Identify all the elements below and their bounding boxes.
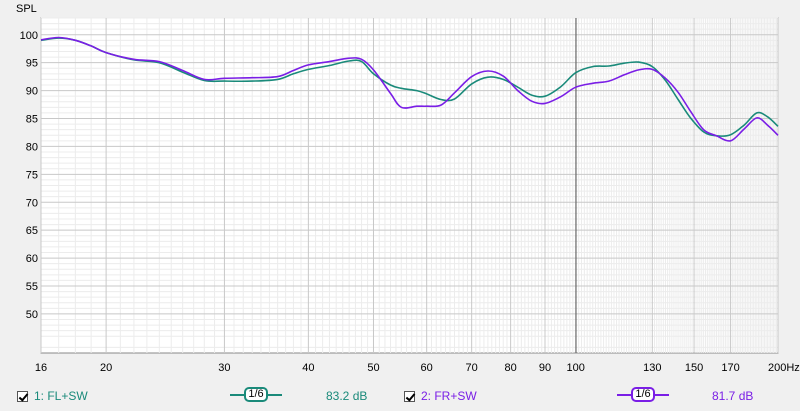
series-line-1 bbox=[40, 37, 779, 137]
y-tick-label: 85 bbox=[26, 114, 38, 126]
y-tick-label: 60 bbox=[26, 253, 38, 265]
series2-level: 81.7 dB bbox=[712, 389, 754, 403]
series1-checkbox[interactable] bbox=[17, 390, 28, 402]
x-tick-label: 40 bbox=[302, 362, 314, 374]
x-tick-label: 16 bbox=[35, 362, 47, 374]
x-tick-label: 50 bbox=[367, 362, 379, 374]
y-tick-label: 90 bbox=[26, 86, 38, 98]
x-tick-label: 170 bbox=[721, 362, 739, 374]
series1-level: 83.2 dB bbox=[326, 389, 368, 403]
y-tick-labels: 50 55 60 65 70 75 80 85 90 95 100 bbox=[20, 30, 38, 321]
x-tick-label: 80 bbox=[505, 362, 517, 374]
x-tick-label: 200Hz bbox=[768, 362, 800, 374]
x-tick-label: 70 bbox=[466, 362, 478, 374]
series1-smoothing-value[interactable]: 1/6 bbox=[244, 387, 268, 402]
grid-lines bbox=[40, 17, 779, 353]
y-tick-label: 70 bbox=[26, 197, 38, 209]
x-tick-label: 90 bbox=[539, 362, 551, 374]
series1-smoothing-control[interactable]: 1/6 bbox=[230, 387, 282, 402]
series-line-2 bbox=[40, 36, 779, 142]
x-tick-label: 150 bbox=[685, 362, 703, 374]
series2-label: 2: FR+SW bbox=[421, 389, 477, 403]
x-tick-label: 60 bbox=[421, 362, 433, 374]
y-axis-title: SPL bbox=[16, 3, 37, 15]
frequency-response-chart: SPL 50 55 60 65 70 75 80 85 90 95 100 16 20 30 40 50 60… bbox=[16, 3, 800, 374]
series-lines bbox=[40, 36, 779, 142]
y-tick-label: 65 bbox=[26, 225, 38, 237]
y-tick-label: 95 bbox=[26, 58, 38, 70]
y-tick-label: 50 bbox=[26, 309, 38, 321]
legend-bar: 1: FL+SW 1/6 83.2 dB 2: FR+SW 1/6 81.7 d… bbox=[0, 385, 800, 409]
x-tick-label: 130 bbox=[643, 362, 661, 374]
legend-item-series2[interactable]: 2: FR+SW bbox=[404, 389, 477, 403]
series2-smoothing-value[interactable]: 1/6 bbox=[631, 387, 655, 402]
series2-smoothing-control[interactable]: 1/6 bbox=[617, 387, 669, 402]
series2-checkbox[interactable] bbox=[404, 390, 415, 402]
legend-item-series1[interactable]: 1: FL+SW bbox=[17, 389, 88, 403]
y-tick-label: 80 bbox=[26, 141, 38, 153]
y-tick-label: 100 bbox=[20, 30, 38, 42]
x-tick-labels: 16 20 30 40 50 60 70 80 90 100 130 150 170 200Hz bbox=[35, 362, 800, 374]
x-tick-label: 100 bbox=[567, 362, 585, 374]
series1-label: 1: FL+SW bbox=[34, 389, 88, 403]
y-tick-label: 55 bbox=[26, 281, 38, 293]
x-tick-label: 20 bbox=[100, 362, 112, 374]
y-tick-label: 75 bbox=[26, 169, 38, 181]
x-tick-label: 30 bbox=[218, 362, 230, 374]
